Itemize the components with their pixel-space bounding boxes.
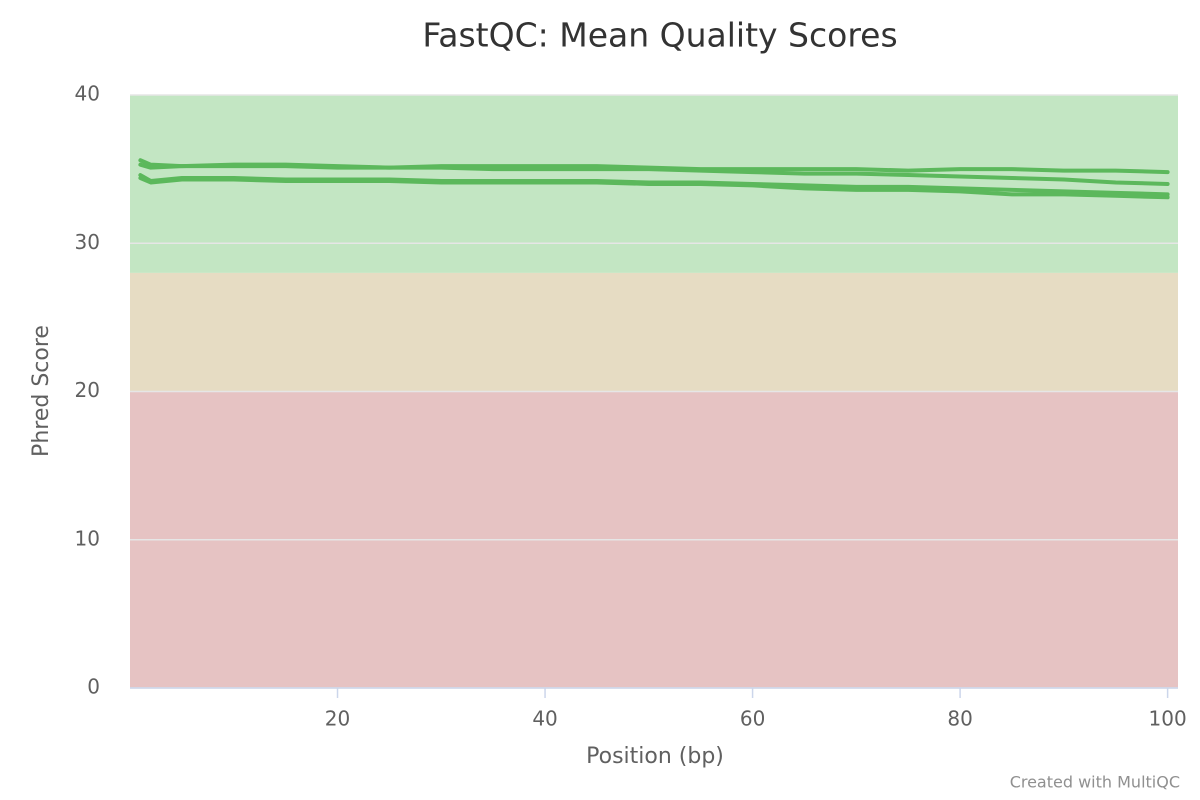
y-tick-label: 10 [75, 526, 100, 550]
plot-area: 0 10 20 30 40 20 40 60 80 100 [75, 82, 1187, 731]
x-tick-label: 100 [1149, 707, 1187, 731]
y-tick-label: 30 [75, 230, 100, 254]
credit: Created with MultiQC [1010, 773, 1180, 792]
y-axis-title: Phred Score [29, 325, 54, 457]
series-line [138, 176, 1170, 200]
y-tick-label: 40 [75, 82, 100, 106]
x-tick-label: 60 [740, 707, 765, 731]
series-line [138, 162, 1170, 186]
plot-band [130, 272, 1178, 392]
chart-title: FastQC: Mean Quality Scores [422, 16, 897, 55]
y-tick-label: 0 [87, 675, 100, 699]
x-tick-label: 40 [532, 707, 557, 731]
y-tick-label: 20 [75, 378, 100, 402]
x-tick-label: 20 [325, 707, 350, 731]
x-tick-label: 80 [947, 707, 972, 731]
x-axis-title: Position (bp) [586, 744, 724, 769]
